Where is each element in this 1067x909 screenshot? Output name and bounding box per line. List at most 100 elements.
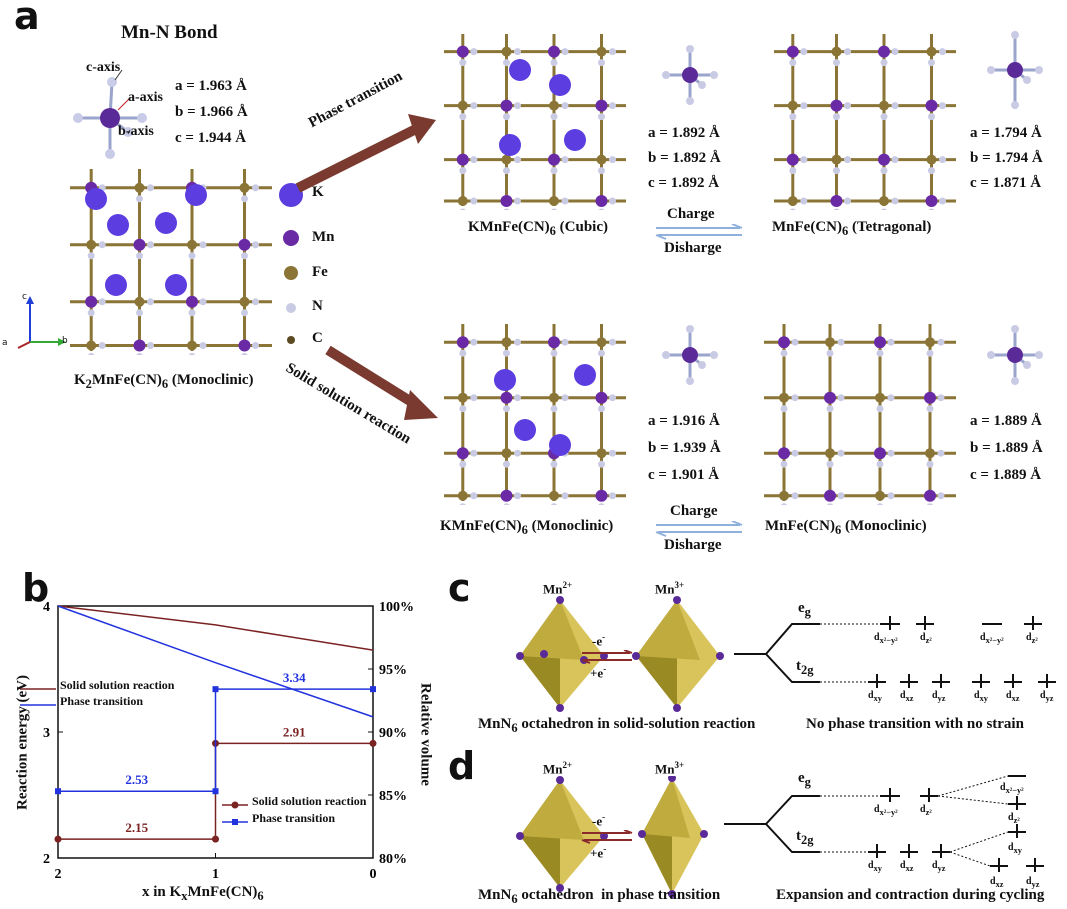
caption-solid-solution: MnN6 octahedron in solid-solution reacti… <box>478 716 756 735</box>
y-tick-label: 3 <box>43 726 50 741</box>
mini-axis-c: c <box>22 292 27 302</box>
mono-bond-b: b = 1.889 Å <box>970 440 1043 456</box>
mn-octahedron-tetragonal <box>987 30 1043 110</box>
caption-phase-transition: MnN6 octahedron in phase transition <box>478 887 721 906</box>
energy-point-phase <box>55 788 61 795</box>
mnfecn6-monoclinic-label: MnFe(CN)6 (Monoclinic) <box>765 518 927 537</box>
legend-lower-phase: Phase transition <box>252 811 336 825</box>
plus-electron-c: +e- <box>590 664 607 681</box>
eg-label-c: eg <box>798 600 811 619</box>
kmono-bond-a: a = 1.916 Å <box>648 413 720 429</box>
legend-upper-phase: Phase transition <box>60 694 144 708</box>
orbital-dxz-c: dxz <box>900 690 914 703</box>
legend-fe: Fe <box>312 264 328 280</box>
c-axis-label: c-axis <box>86 60 121 75</box>
crystal-field-splitting-c <box>734 616 1056 688</box>
charge-label-bottom: Charge <box>670 503 718 519</box>
tetragonal-bond-b: b = 1.794 Å <box>970 150 1043 166</box>
energy-point-phase <box>212 788 219 795</box>
energy-point-phase <box>212 686 219 693</box>
kmnfecn6-monoclinic-label: KMnFe(CN)6 (Monoclinic) <box>440 518 614 537</box>
y-axis-label-left: Reaction energy (eV) <box>14 675 31 810</box>
orbital-dxz-c2: dxz <box>1006 690 1020 703</box>
orbital-dyz-c2: dyz <box>1040 690 1054 703</box>
legend-n: N <box>312 298 323 314</box>
y-tick-label: 2 <box>43 852 50 867</box>
tetragonal-bond-a: a = 1.794 Å <box>970 125 1042 141</box>
orbital-dxz-d: dxz <box>900 860 914 873</box>
legend-lower-solid: Solid solution reaction <box>252 794 367 808</box>
lattice-mnfecn6-tetragonal <box>774 34 956 210</box>
cubic-bond-c: c = 1.892 Å <box>648 175 720 191</box>
octahedron-mn2-c <box>516 596 608 712</box>
solid-solution-arrow <box>325 345 438 420</box>
kmono-bond-c: c = 1.901 Å <box>648 467 720 483</box>
redox-arrows-d <box>581 830 633 844</box>
data-label: 2.91 <box>283 724 306 739</box>
eg-label-d: eg <box>798 770 811 789</box>
b-axis-label: b-axis <box>118 124 154 139</box>
minus-electron-d: -e- <box>592 812 606 829</box>
orbital-dxy-d2: dxy <box>1008 842 1022 855</box>
lattice-kmnfecn6-cubic <box>444 34 626 210</box>
volume-line-solid-solution <box>57 605 374 651</box>
charge-label-top: Charge <box>667 206 715 222</box>
orbital-dz2-c2: dz² <box>1026 632 1038 645</box>
y-right-tick-label: 90% <box>379 726 407 741</box>
orbital-dxz-d2: dxz <box>990 876 1004 889</box>
reaction-energy-chart: 2 1 0 2 3 4 80% 85% 90% 95% 100% 2.15 2.91 2.53 3.34 <box>20 600 414 882</box>
caption-no-phase-transition: No phase transition with no strain <box>806 716 1024 732</box>
mn-n-bond-octahedron <box>73 69 147 159</box>
coordinate-axes-icon <box>17 296 66 349</box>
monoclinic-bond-b: b = 1.966 Å <box>175 104 248 120</box>
y-tick-label: 4 <box>43 600 50 615</box>
orbital-dx2y2-d: dx²−y² <box>874 804 898 817</box>
orbital-dyz-d2: dyz <box>1026 876 1040 889</box>
panel-label-d: d <box>448 744 476 788</box>
orbital-dxy-c2: dxy <box>974 690 988 703</box>
legend-mn: Mn <box>312 229 335 245</box>
mn3-label-c: Mn3+ <box>655 580 685 597</box>
y-right-tick-label: 100% <box>379 600 414 615</box>
phase-transition-arrow <box>295 114 436 193</box>
octahedron-mn3-d <box>638 776 708 898</box>
atom-legend-markers <box>279 183 303 344</box>
k2mnfecn6-label: K2MnFe(CN)6 (Monoclinic) <box>74 372 254 391</box>
data-label: 2.15 <box>125 820 148 835</box>
crystal-field-splitting-d <box>724 775 1044 872</box>
minus-electron-c: -e- <box>592 632 606 649</box>
mini-axis-b: b <box>62 336 68 346</box>
plus-electron-d: +e- <box>590 844 607 861</box>
y-right-tick-label: 80% <box>379 852 407 867</box>
x-tick-label: 1 <box>212 867 219 882</box>
charge-discharge-arrows-top <box>655 224 743 240</box>
orbital-dz2-d2: dz² <box>1008 812 1020 825</box>
mini-axis-a: a <box>2 338 8 348</box>
discharge-label-bottom: Disharge <box>664 537 722 553</box>
kmono-bond-b: b = 1.939 Å <box>648 440 721 456</box>
orbital-dx2y2-d2: dx²−y² <box>1000 782 1024 795</box>
mn2-label-c: Mn2+ <box>543 580 573 597</box>
orbital-dyz-c: dyz <box>932 690 946 703</box>
energy-point-phase <box>370 686 376 693</box>
energy-line-phase-transition <box>58 688 373 792</box>
legend-c: C <box>312 330 323 346</box>
mn3-label-d: Mn3+ <box>655 760 685 777</box>
lattice-k2mnfecn6 <box>70 169 272 355</box>
t2g-label-d: t2g <box>796 828 814 847</box>
orbital-dxy-c: dxy <box>868 690 882 703</box>
a-axis-label: a-axis <box>128 90 163 105</box>
discharge-label-top: Disharge <box>664 240 722 256</box>
mono-bond-c: c = 1.889 Å <box>970 467 1042 483</box>
mn2-label-d: Mn2+ <box>543 760 573 777</box>
y-right-tick-label: 95% <box>379 663 407 678</box>
octahedron-mn3-c <box>632 596 724 712</box>
panel-label-b: b <box>22 566 50 610</box>
orbital-dx2y2-c: dx²−y² <box>874 632 898 645</box>
data-label: 2.53 <box>125 772 148 787</box>
y-axis-label-right: Relative volume <box>417 683 434 786</box>
mn-octahedron-cubic <box>662 45 718 105</box>
energy-point-solid <box>54 835 62 843</box>
lattice-mnfecn6-monoclinic <box>764 324 956 505</box>
volume-line-phase-transition <box>57 605 374 718</box>
